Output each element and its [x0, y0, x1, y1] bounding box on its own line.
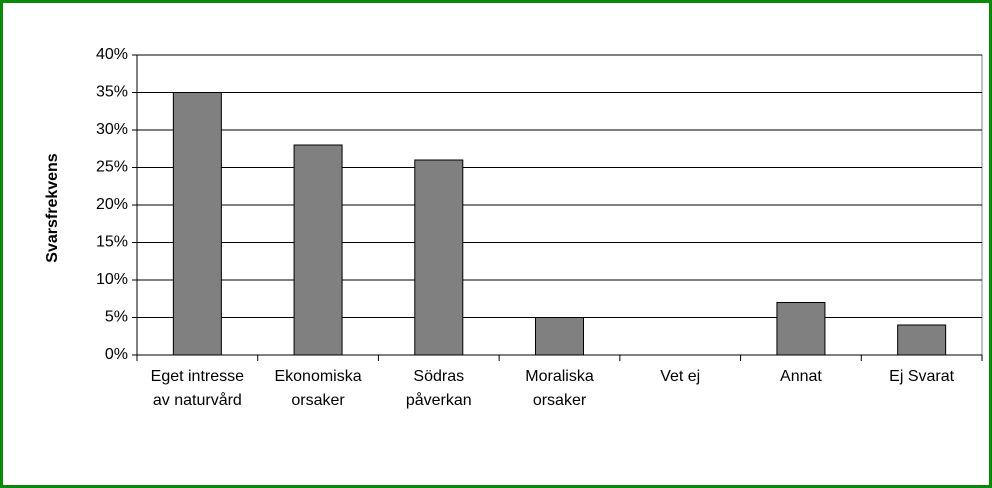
y-tick-label: 35% — [96, 84, 128, 101]
y-tick-label: 15% — [96, 234, 128, 251]
bar — [293, 144, 343, 356]
bar — [776, 302, 826, 356]
bar — [535, 317, 584, 356]
y-axis-label: Svarsfrekvens — [44, 153, 61, 263]
x-tick-label: Eget intresse av naturvård — [150, 368, 245, 409]
y-tick-label: 0% — [105, 346, 128, 363]
y-tick-label: 40% — [96, 46, 128, 63]
x-tick-label: Södras påverkan — [405, 368, 472, 409]
bar — [897, 324, 947, 356]
y-tick-label: 5% — [105, 309, 128, 326]
y-tick-label: 25% — [96, 159, 128, 176]
x-tick-label: Annat — [780, 368, 822, 385]
bar — [414, 159, 464, 356]
chart: Svarsfrekvens 0% 5% 10% 15% 20% 25% 30% 35% 40% — [44, 46, 983, 363]
y-tick-label: 10% — [96, 271, 128, 288]
x-tick-label: Ekonomiska orsaker — [274, 368, 362, 409]
x-tick-label: Moraliska orsaker — [525, 368, 594, 409]
y-tick-label: 20% — [96, 196, 128, 213]
x-tick-label: Ej Svarat — [889, 368, 955, 385]
y-tick-label: 30% — [96, 121, 128, 138]
bar — [172, 92, 222, 356]
x-tick-label: Vet ej — [660, 368, 701, 385]
